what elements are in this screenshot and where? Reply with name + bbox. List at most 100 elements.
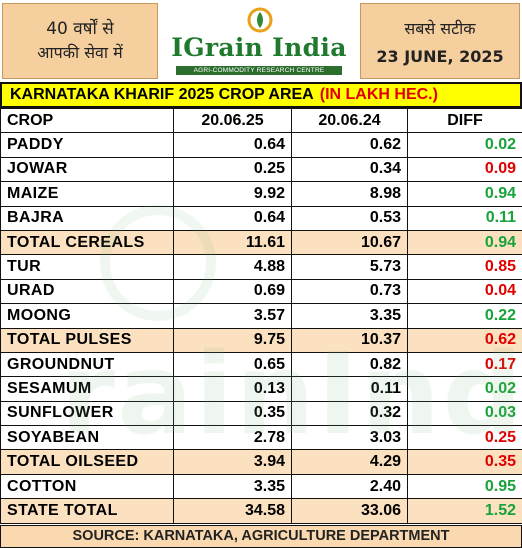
value-2024: 0.34	[291, 156, 408, 183]
value-2025: 0.64	[173, 205, 292, 231]
table-row: SOYABEAN 2.78 3.03 0.25	[0, 425, 522, 451]
table-header-row: CROP 20.06.25 20.06.24 DIFF	[0, 107, 522, 134]
tagline-right-line1: सबसे सटीक	[404, 18, 476, 38]
value-diff: 0.94	[407, 181, 522, 207]
tagline-box-right: सबसे सटीक 23 JUNE, 2025	[360, 3, 520, 79]
table-total-row: TOTAL CEREALS 11.61 10.67 0.94	[0, 229, 522, 256]
value-2024: 0.82	[291, 351, 408, 378]
crop-name: MOONG	[0, 303, 174, 329]
value-2024: 0.53	[291, 205, 408, 231]
value-2025: 0.13	[173, 376, 292, 402]
table-row: URAD 0.69 0.73 0.04	[0, 278, 522, 305]
value-2024: 5.73	[291, 254, 408, 280]
value-diff: 0.35	[407, 449, 522, 475]
grain-logo-icon	[247, 7, 273, 33]
value-2024: 0.73	[291, 278, 408, 305]
report-date: 23 JUNE, 2025	[376, 46, 504, 66]
value-2024: 0.11	[291, 376, 408, 402]
header-diff: DIFF	[407, 107, 522, 134]
table-row: MAIZE 9.92 8.98 0.94	[0, 181, 522, 207]
crop-name: PADDY	[0, 132, 174, 158]
table-row: COTTON 3.35 2.40 0.95	[0, 473, 522, 500]
value-2024: 10.67	[291, 229, 408, 256]
value-diff: 0.02	[407, 132, 522, 158]
crop-name: TOTAL OILSEED	[0, 449, 174, 475]
brand-name: IGrain India	[171, 33, 347, 62]
crop-name: URAD	[0, 278, 174, 305]
value-2025: 0.64	[173, 132, 292, 158]
table-row: BAJRA 0.64 0.53 0.11	[0, 205, 522, 231]
igrain-logo: IGrain India AGRI-COMMODITY RESEARCH CEN…	[162, 3, 356, 79]
source-note: SOURCE: KARNATAKA, AGRICULTURE DEPARTMEN…	[0, 525, 522, 548]
tagline-left-line1: 40 वर्षों से	[46, 19, 114, 39]
value-2024: 8.98	[291, 181, 408, 207]
value-diff: 0.62	[407, 327, 522, 353]
crop-name: MAIZE	[0, 181, 174, 207]
header-crop: CROP	[0, 107, 174, 134]
header-2024: 20.06.24	[291, 107, 408, 134]
value-diff: 0.03	[407, 400, 522, 427]
table-row: GROUNDNUT 0.65 0.82 0.17	[0, 351, 522, 378]
value-diff: 1.52	[407, 498, 522, 524]
table-row: JOWAR 0.25 0.34 0.09	[0, 156, 522, 183]
crop-name: GROUNDNUT	[0, 351, 174, 378]
table-title-main: KARNATAKA KHARIF 2025 CROP AREA	[10, 86, 314, 103]
crop-name: BAJRA	[0, 205, 174, 231]
value-diff: 0.11	[407, 205, 522, 231]
value-2024: 10.37	[291, 327, 408, 353]
value-2024: 3.35	[291, 303, 408, 329]
header-banner: 40 वर्षों से आपकी सेवा में IGrain India …	[0, 0, 522, 82]
value-2024: 2.40	[291, 473, 408, 500]
crop-area-table: CROP 20.06.25 20.06.24 DIFF PADDY 0.64 0.6…	[0, 107, 522, 524]
tagline-box-left: 40 वर्षों से आपकी सेवा में	[2, 3, 158, 79]
value-2025: 0.65	[173, 351, 292, 378]
value-2024: 0.62	[291, 132, 408, 158]
value-2025: 0.35	[173, 400, 292, 427]
value-2025: 0.69	[173, 278, 292, 305]
table-row: SESAMUM 0.13 0.11 0.02	[0, 376, 522, 402]
value-diff: 0.02	[407, 376, 522, 402]
table-row: SUNFLOWER 0.35 0.32 0.03	[0, 400, 522, 427]
crop-name: TOTAL CEREALS	[0, 229, 174, 256]
value-2025: 34.58	[173, 498, 292, 524]
value-2024: 33.06	[291, 498, 408, 524]
table-title-unit: (IN LAKH HEC.)	[319, 86, 438, 103]
value-diff: 0.95	[407, 473, 522, 500]
value-2025: 9.92	[173, 181, 292, 207]
table-title: KARNATAKA KHARIF 2025 CROP AREA (IN LAKH …	[0, 82, 522, 108]
value-2025: 3.57	[173, 303, 292, 329]
value-diff: 0.25	[407, 425, 522, 451]
table-row: MOONG 3.57 3.35 0.22	[0, 303, 522, 329]
crop-name: JOWAR	[0, 156, 174, 183]
value-2024: 3.03	[291, 425, 408, 451]
value-2025: 9.75	[173, 327, 292, 353]
crop-name: SOYABEAN	[0, 425, 174, 451]
value-2024: 4.29	[291, 449, 408, 475]
value-2025: 4.88	[173, 254, 292, 280]
tagline-left-line2: आपकी सेवा में	[37, 43, 123, 62]
table-row: TUR 4.88 5.73 0.85	[0, 254, 522, 280]
value-2025: 3.94	[173, 449, 292, 475]
value-diff: 0.09	[407, 156, 522, 183]
value-diff: 0.22	[407, 303, 522, 329]
table-total-row: STATE TOTAL 34.58 33.06 1.52	[0, 498, 522, 524]
value-diff: 0.17	[407, 351, 522, 378]
brand-tagline: AGRI-COMMODITY RESEARCH CENTRE	[176, 66, 342, 75]
table-total-row: TOTAL OILSEED 3.94 4.29 0.35	[0, 449, 522, 475]
value-diff: 0.85	[407, 254, 522, 280]
value-2024: 0.32	[291, 400, 408, 427]
value-diff: 0.04	[407, 278, 522, 305]
table-row: PADDY 0.64 0.62 0.02	[0, 132, 522, 158]
value-2025: 0.25	[173, 156, 292, 183]
crop-name: TUR	[0, 254, 174, 280]
crop-name: STATE TOTAL	[0, 498, 174, 524]
crop-name: TOTAL PULSES	[0, 327, 174, 353]
crop-name: SESAMUM	[0, 376, 174, 402]
value-2025: 2.78	[173, 425, 292, 451]
value-2025: 11.61	[173, 229, 292, 256]
crop-name: COTTON	[0, 473, 174, 500]
value-diff: 0.94	[407, 229, 522, 256]
header-2025: 20.06.25	[173, 107, 292, 134]
table-total-row: TOTAL PULSES 9.75 10.37 0.62	[0, 327, 522, 353]
value-2025: 3.35	[173, 473, 292, 500]
